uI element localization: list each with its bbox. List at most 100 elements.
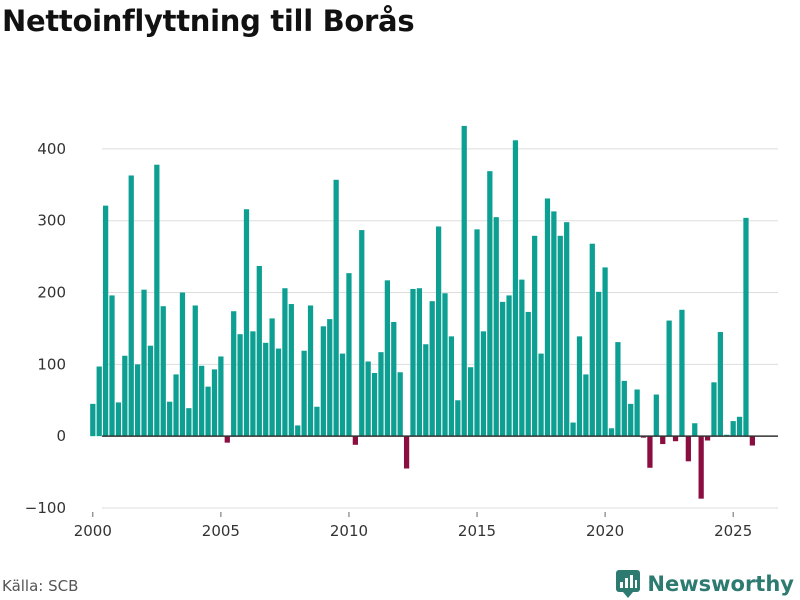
bar [500,301,506,437]
y-tick-label: 200 [37,284,66,302]
x-tick-label: 2010 [330,522,368,540]
bar [160,306,166,437]
brand-name: Newsworthy [647,572,794,596]
bar [115,402,122,437]
bar [397,372,403,437]
bar [186,408,192,437]
bar [384,280,391,437]
bar [211,369,218,437]
bar [512,140,519,437]
bar [224,436,230,443]
bar [295,425,301,437]
bar [90,403,96,437]
bar [461,125,467,437]
bar [243,209,250,437]
bar [122,355,128,437]
bar [371,372,378,437]
bar [167,401,173,437]
bar [109,295,115,437]
bar [205,386,211,437]
bar [416,288,423,437]
bar [525,311,531,437]
bar [327,319,333,437]
x-tick-label: 2000 [74,522,112,540]
bar [339,353,346,437]
bar [583,374,589,437]
bar [403,436,410,469]
bar [736,416,743,437]
bar [455,400,461,437]
bar [532,235,538,437]
x-axis-ticks: 2000 2005 2010 2015 2020 2025 [74,512,752,540]
bar [307,305,314,437]
bar [320,326,326,437]
bar [743,217,749,437]
bar [634,389,640,437]
x-tick-label: 2025 [714,522,752,540]
chart-title: Nettoinflyttning till Borås [2,4,415,38]
bar [135,364,141,437]
bar [474,229,480,437]
y-tick-label: −100 [25,499,66,517]
bar [570,422,576,437]
bar [173,374,179,437]
bar [480,331,487,437]
bar [275,348,282,437]
bar [269,318,275,437]
bar [333,179,339,437]
bar [346,273,352,437]
bar [102,205,109,437]
bar [365,361,371,437]
brand-logo[interactable]: Newsworthy [615,568,794,600]
bar [352,436,358,445]
bar [679,309,685,437]
bar [596,291,602,437]
bar [231,311,237,437]
bar [589,243,595,437]
bar [192,305,198,437]
bar [749,436,756,446]
y-axis-ticks: −100 0 100 200 300 400 [25,140,66,517]
source-label: Källa: SCB [2,577,79,595]
bar [391,321,397,437]
bar [551,211,557,437]
bar [410,288,416,437]
bar [628,403,634,437]
bar [288,304,294,437]
bar [717,332,723,437]
bar [199,365,205,437]
bar [666,320,672,437]
x-tick-label: 2020 [586,522,624,540]
bars [90,125,756,499]
bar [564,222,570,437]
bar [711,382,717,437]
bar [487,171,493,437]
bar [621,380,627,437]
bar [692,423,698,437]
bar [557,235,563,437]
y-tick-label: 0 [56,427,66,445]
bar [730,421,736,437]
bar [378,352,384,437]
y-tick-label: 100 [37,355,66,373]
bar [301,350,307,437]
bar [263,342,269,437]
newsworthy-logo-icon [616,570,641,598]
bar [615,342,621,437]
bar [128,175,134,437]
bar [647,436,653,468]
bar [544,198,551,437]
bar [282,288,288,437]
bar [423,344,429,437]
y-tick-label: 400 [37,140,66,158]
x-tick-label: 2005 [202,522,240,540]
bar [141,289,147,437]
bar [448,336,455,437]
bar [359,230,365,437]
bar [96,366,102,437]
bar [576,336,583,437]
bar [653,394,659,437]
bar [602,267,608,437]
bar [256,265,262,437]
